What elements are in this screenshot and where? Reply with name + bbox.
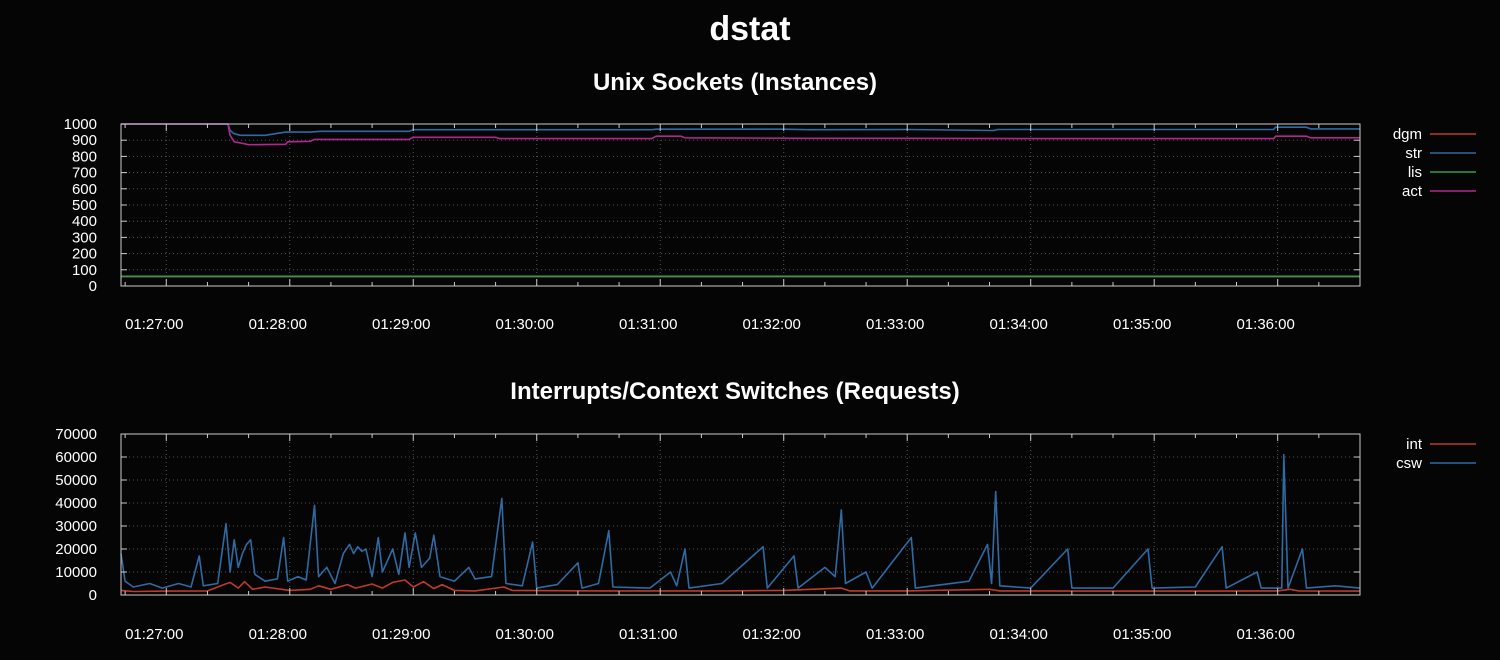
x-tick-label: 01:34:00 [990,316,1048,333]
legend: dgm str lis act [1393,126,1476,200]
x-tick-label: 01:27:00 [125,316,183,333]
x-tick-label: 01:36:00 [1236,626,1294,643]
y-tick-label: 70000 [55,426,97,443]
legend: int csw [1396,436,1476,472]
x-tick-label: 01:35:00 [1113,316,1171,333]
y-tick-label: 500 [72,197,97,214]
y-tick-label: 400 [72,213,97,230]
x-tick-label: 01:33:00 [866,316,924,333]
x-tick-label: 01:29:00 [372,626,430,643]
chart-title: Unix Sockets (Instances) [593,69,877,96]
x-tick-label: 01:30:00 [496,316,554,333]
x-tick-label: 01:28:00 [249,626,307,643]
legend-label-act: act [1402,183,1423,200]
figure-title: dstat [709,10,790,48]
grid [121,434,1360,595]
x-tick-label: 01:32:00 [743,626,801,643]
x-tick-label: 01:30:00 [496,626,554,643]
x-tick-label: 01:36:00 [1236,316,1294,333]
x-tick-label: 01:34:00 [990,626,1048,643]
grid [121,124,1360,286]
y-tick-label: 50000 [55,472,97,489]
unix-sockets-chart: Unix Sockets (Instances) 010020030040050… [64,69,1476,333]
y-tick-label: 0 [89,278,97,295]
series-layer [121,123,1360,278]
series-line-act [121,123,1360,146]
y-tick-label: 200 [72,246,97,263]
x-tick-label: 01:33:00 [866,626,924,643]
x-tick-label: 01:31:00 [619,316,677,333]
interrupts-context-switches-chart: Interrupts/Context Switches (Requests) 0… [55,378,1476,643]
x-tick-label: 01:27:00 [125,626,183,643]
legend-label-dgm: dgm [1393,126,1422,143]
y-tick-label: 40000 [55,495,97,512]
legend-label-str: str [1405,145,1422,162]
x-tick-label: 01:29:00 [372,316,430,333]
x-tick-label: 01:32:00 [743,316,801,333]
y-tick-label: 10000 [55,564,97,581]
legend-label-lis: lis [1408,164,1422,181]
y-tick-label: 700 [72,165,97,182]
series-layer [120,453,1361,593]
tick-layer: 0 10000 20000 30000 40000 50000 60000 70000 01:2… [55,426,1361,643]
y-tick-label: 600 [72,181,97,198]
legend-label-int: int [1406,436,1423,453]
y-tick-label: 900 [72,132,97,149]
y-tick-label: 0 [89,587,97,604]
chart-title: Interrupts/Context Switches (Requests) [510,378,959,405]
series-line-str [121,123,1360,137]
series-line-csw [120,453,1361,589]
x-tick-label: 01:31:00 [619,626,677,643]
y-tick-label: 100 [72,262,97,279]
legend-label-csw: csw [1396,455,1422,472]
series-line-int [120,579,1361,593]
y-tick-label: 800 [72,148,97,165]
x-tick-label: 01:35:00 [1113,626,1171,643]
y-tick-label: 30000 [55,518,97,535]
y-tick-label: 20000 [55,541,97,558]
y-tick-label: 1000 [64,116,97,133]
x-tick-label: 01:28:00 [249,316,307,333]
y-tick-label: 60000 [55,449,97,466]
y-tick-label: 300 [72,229,97,246]
plot-frame [120,433,1361,596]
